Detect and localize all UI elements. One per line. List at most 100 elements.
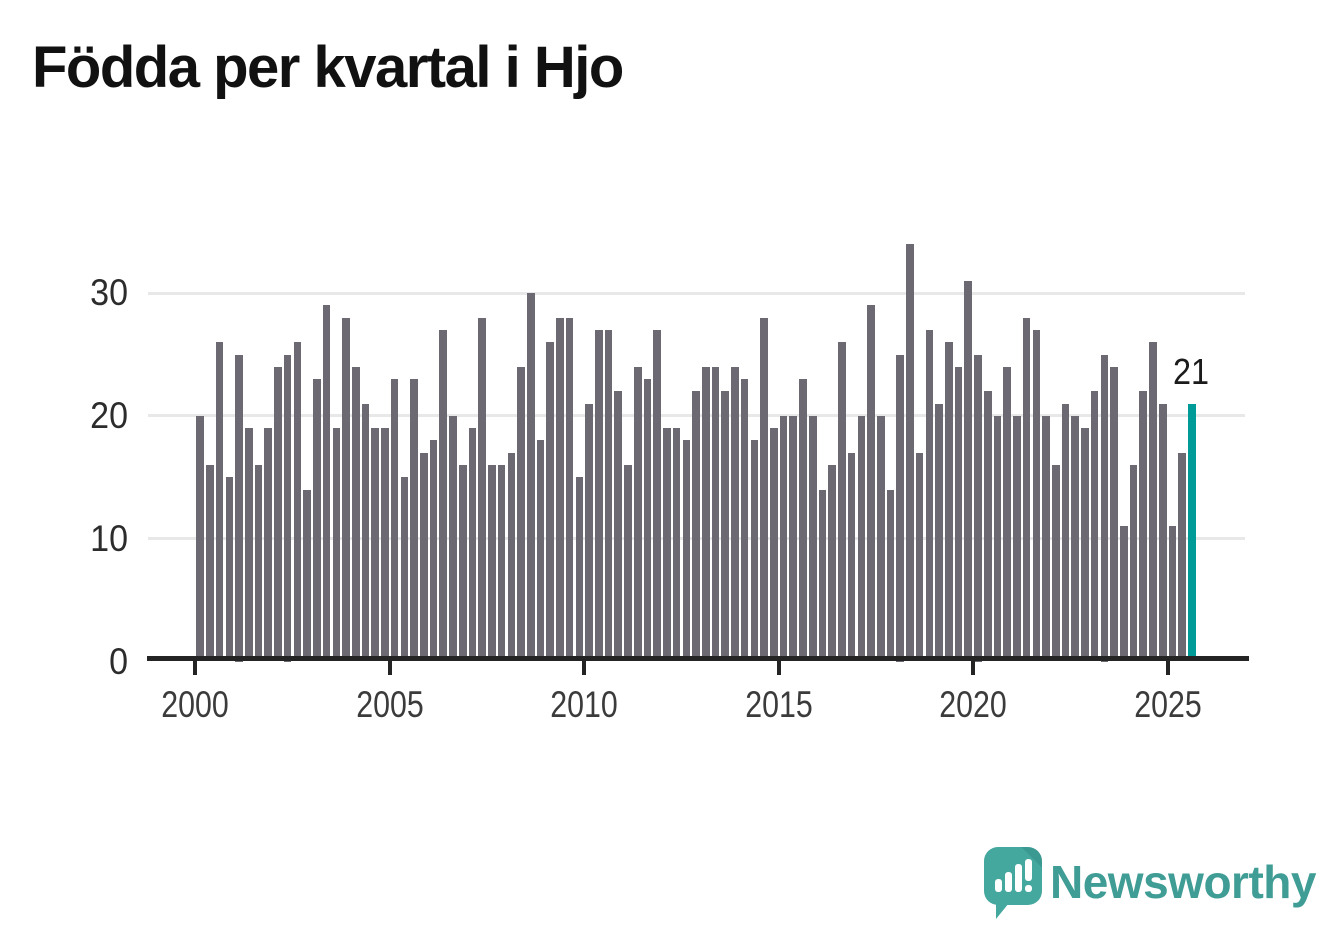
bar — [945, 342, 953, 662]
bar — [847, 452, 856, 662]
bar — [886, 489, 895, 662]
bar — [993, 415, 1002, 662]
bar — [449, 415, 457, 662]
y-tick-label-30: 30 — [90, 272, 128, 314]
bar — [983, 391, 992, 662]
bar — [546, 342, 554, 662]
bar — [361, 403, 370, 662]
x-tick-2005 — [387, 661, 392, 675]
bar — [254, 465, 263, 662]
bar — [488, 465, 496, 662]
bar — [517, 366, 525, 662]
bar — [400, 477, 409, 662]
bar — [429, 440, 438, 662]
bar — [274, 366, 282, 662]
bar — [1042, 415, 1050, 662]
bar — [439, 329, 448, 662]
logo-text: Newsworthy — [1050, 856, 1316, 908]
bar — [575, 477, 584, 662]
bar — [206, 465, 214, 662]
bar — [876, 415, 885, 662]
bar — [420, 452, 428, 662]
bar — [906, 243, 914, 662]
y-tick-label-20: 20 — [90, 394, 128, 436]
x-tick-label-2025: 2025 — [1133, 684, 1202, 725]
bar — [653, 329, 661, 662]
newsworthy-logo: Newsworthy — [984, 847, 1316, 927]
bar — [799, 379, 807, 662]
x-tick-label-2005: 2005 — [356, 684, 424, 725]
logo-speech-bubble-icon — [984, 847, 1042, 905]
bar — [935, 403, 943, 662]
bar — [351, 366, 360, 662]
bar-highlighted — [1188, 403, 1196, 662]
x-tick-label-2020: 2020 — [939, 684, 1007, 725]
x-tick-label-2015: 2015 — [744, 684, 813, 725]
bar — [750, 440, 759, 662]
bar — [1013, 415, 1021, 662]
bar — [264, 428, 273, 662]
chart-title: Födda per kvartal i Hjo — [32, 35, 624, 100]
bar — [1149, 342, 1157, 662]
bar — [1158, 403, 1167, 662]
bar — [381, 428, 389, 662]
bar — [458, 465, 467, 662]
bar — [293, 342, 302, 662]
bar — [478, 317, 486, 662]
bar — [536, 440, 545, 662]
x-tick-label-2010: 2010 — [550, 684, 618, 725]
bar — [283, 354, 292, 662]
bar — [925, 329, 934, 662]
bar — [1110, 366, 1118, 662]
bar — [322, 305, 331, 662]
bar — [1139, 391, 1148, 662]
last-value-annotation: 21 — [1172, 351, 1210, 392]
bar — [1129, 465, 1138, 662]
bar — [585, 403, 593, 662]
x-tick-2020 — [971, 661, 976, 675]
x-tick-2010 — [582, 661, 587, 675]
logo-chart-bar-icon — [1005, 872, 1012, 892]
bar — [1120, 526, 1128, 662]
logo-exclamation-dot-icon — [1025, 885, 1032, 892]
bar — [614, 391, 623, 662]
bar — [828, 465, 836, 662]
logo-chart-bar-icon — [1015, 864, 1022, 892]
bar — [526, 293, 535, 662]
x-tick-label-2000: 2000 — [161, 684, 230, 725]
bar — [624, 465, 632, 662]
bar — [1100, 354, 1109, 662]
bar — [332, 428, 341, 662]
bar — [779, 415, 788, 662]
bar — [915, 452, 924, 662]
bar — [1168, 526, 1177, 662]
bar — [896, 354, 904, 662]
bar — [1178, 452, 1186, 662]
bar — [1003, 366, 1011, 662]
bar — [468, 428, 477, 662]
bar — [789, 415, 798, 662]
bar — [740, 379, 749, 662]
bar — [1061, 403, 1070, 662]
bar — [1032, 329, 1041, 662]
bar — [235, 354, 243, 662]
bar — [390, 379, 399, 662]
bar — [342, 317, 350, 662]
logo-exclamation-icon — [1025, 859, 1032, 881]
x-tick-2000 — [193, 661, 198, 675]
y-tick-label-10: 10 — [90, 517, 128, 559]
bar — [974, 354, 982, 662]
bar — [663, 428, 671, 662]
bar — [303, 489, 311, 662]
bar — [1051, 465, 1060, 662]
bar — [215, 342, 224, 662]
bar — [410, 379, 418, 662]
bar — [838, 342, 846, 662]
bar — [964, 280, 973, 662]
bar — [565, 317, 574, 662]
bar — [196, 415, 204, 662]
bar — [371, 428, 379, 662]
x-tick-2015 — [776, 661, 781, 675]
bar — [672, 428, 681, 662]
